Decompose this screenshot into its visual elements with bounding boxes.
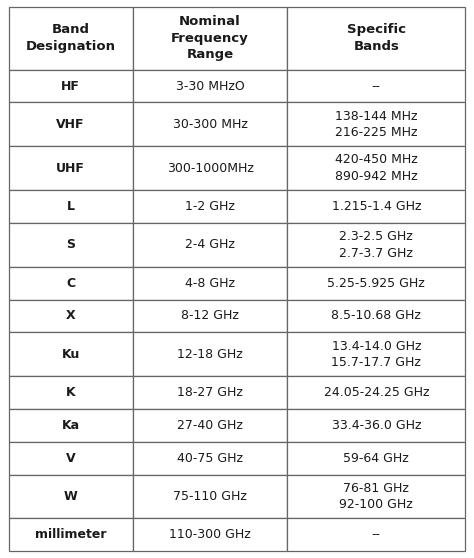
- Bar: [9, 103, 133, 146]
- Bar: [287, 300, 465, 333]
- Bar: [287, 409, 465, 442]
- Text: 1-2 GHz: 1-2 GHz: [185, 200, 235, 213]
- Bar: [9, 376, 133, 409]
- Bar: [287, 103, 465, 146]
- Text: 8-12 GHz: 8-12 GHz: [181, 310, 239, 323]
- Text: 24.05-24.25 GHz: 24.05-24.25 GHz: [324, 386, 429, 399]
- Bar: [9, 223, 133, 267]
- Bar: [9, 475, 133, 518]
- Text: 110-300 GHz: 110-300 GHz: [169, 528, 251, 541]
- Bar: [133, 190, 287, 223]
- Text: --: --: [372, 528, 381, 541]
- Text: 300-1000MHz: 300-1000MHz: [166, 162, 254, 175]
- Bar: [9, 146, 133, 190]
- Text: Ku: Ku: [62, 348, 80, 361]
- Bar: [133, 267, 287, 300]
- Text: 30-300 MHz: 30-300 MHz: [173, 118, 247, 131]
- Bar: [9, 267, 133, 300]
- Text: --: --: [372, 80, 381, 93]
- Bar: [287, 190, 465, 223]
- Text: W: W: [64, 490, 78, 503]
- Text: 13.4-14.0 GHz
15.7-17.7 GHz: 13.4-14.0 GHz 15.7-17.7 GHz: [331, 339, 421, 369]
- Text: VHF: VHF: [56, 118, 85, 131]
- Bar: [9, 442, 133, 475]
- Bar: [133, 333, 287, 376]
- Text: 18-27 GHz: 18-27 GHz: [177, 386, 243, 399]
- Bar: [287, 475, 465, 518]
- Bar: [287, 442, 465, 475]
- Bar: [9, 409, 133, 442]
- Bar: [9, 300, 133, 333]
- Bar: [133, 475, 287, 518]
- Text: Nominal
Frequency
Range: Nominal Frequency Range: [171, 15, 249, 61]
- Text: K: K: [66, 386, 75, 399]
- Text: C: C: [66, 277, 75, 290]
- Bar: [287, 146, 465, 190]
- Bar: [133, 518, 287, 551]
- Text: 3-30 MHzO: 3-30 MHzO: [176, 80, 245, 93]
- Text: millimeter: millimeter: [35, 528, 107, 541]
- Bar: [133, 300, 287, 333]
- Text: 12-18 GHz: 12-18 GHz: [177, 348, 243, 361]
- Bar: [9, 333, 133, 376]
- Text: 40-75 GHz: 40-75 GHz: [177, 452, 243, 465]
- Bar: [287, 333, 465, 376]
- Text: 5.25-5.925 GHz: 5.25-5.925 GHz: [328, 277, 425, 290]
- Bar: [133, 146, 287, 190]
- Text: 33.4-36.0 GHz: 33.4-36.0 GHz: [332, 419, 421, 432]
- Bar: [287, 70, 465, 103]
- Bar: [287, 376, 465, 409]
- Bar: [9, 7, 133, 70]
- Bar: [287, 518, 465, 551]
- Bar: [287, 267, 465, 300]
- Text: 76-81 GHz
92-100 GHz: 76-81 GHz 92-100 GHz: [339, 482, 413, 511]
- Bar: [9, 518, 133, 551]
- Text: 27-40 GHz: 27-40 GHz: [177, 419, 243, 432]
- Bar: [9, 190, 133, 223]
- Text: 420-450 MHz
890-942 MHz: 420-450 MHz 890-942 MHz: [335, 153, 418, 183]
- Bar: [133, 223, 287, 267]
- Text: 4-8 GHz: 4-8 GHz: [185, 277, 235, 290]
- Text: Ka: Ka: [62, 419, 80, 432]
- Text: S: S: [66, 238, 75, 251]
- Text: 75-110 GHz: 75-110 GHz: [173, 490, 247, 503]
- Text: Specific
Bands: Specific Bands: [347, 23, 406, 53]
- Bar: [133, 376, 287, 409]
- Text: 138-144 MHz
216-225 MHz: 138-144 MHz 216-225 MHz: [335, 109, 418, 139]
- Text: 2.3-2.5 GHz
2.7-3.7 GHz: 2.3-2.5 GHz 2.7-3.7 GHz: [339, 230, 413, 259]
- Text: 1.215-1.4 GHz: 1.215-1.4 GHz: [332, 200, 421, 213]
- Text: 59-64 GHz: 59-64 GHz: [344, 452, 409, 465]
- Bar: [133, 7, 287, 70]
- Bar: [287, 7, 465, 70]
- Bar: [287, 223, 465, 267]
- Bar: [133, 442, 287, 475]
- Text: HF: HF: [61, 80, 80, 93]
- Text: V: V: [66, 452, 75, 465]
- Bar: [133, 70, 287, 103]
- Text: L: L: [67, 200, 75, 213]
- Text: UHF: UHF: [56, 162, 85, 175]
- Bar: [133, 409, 287, 442]
- Text: Band
Designation: Band Designation: [26, 23, 116, 53]
- Bar: [9, 70, 133, 103]
- Text: X: X: [66, 310, 75, 323]
- Text: 2-4 GHz: 2-4 GHz: [185, 238, 235, 251]
- Bar: [133, 103, 287, 146]
- Text: 8.5-10.68 GHz: 8.5-10.68 GHz: [331, 310, 421, 323]
